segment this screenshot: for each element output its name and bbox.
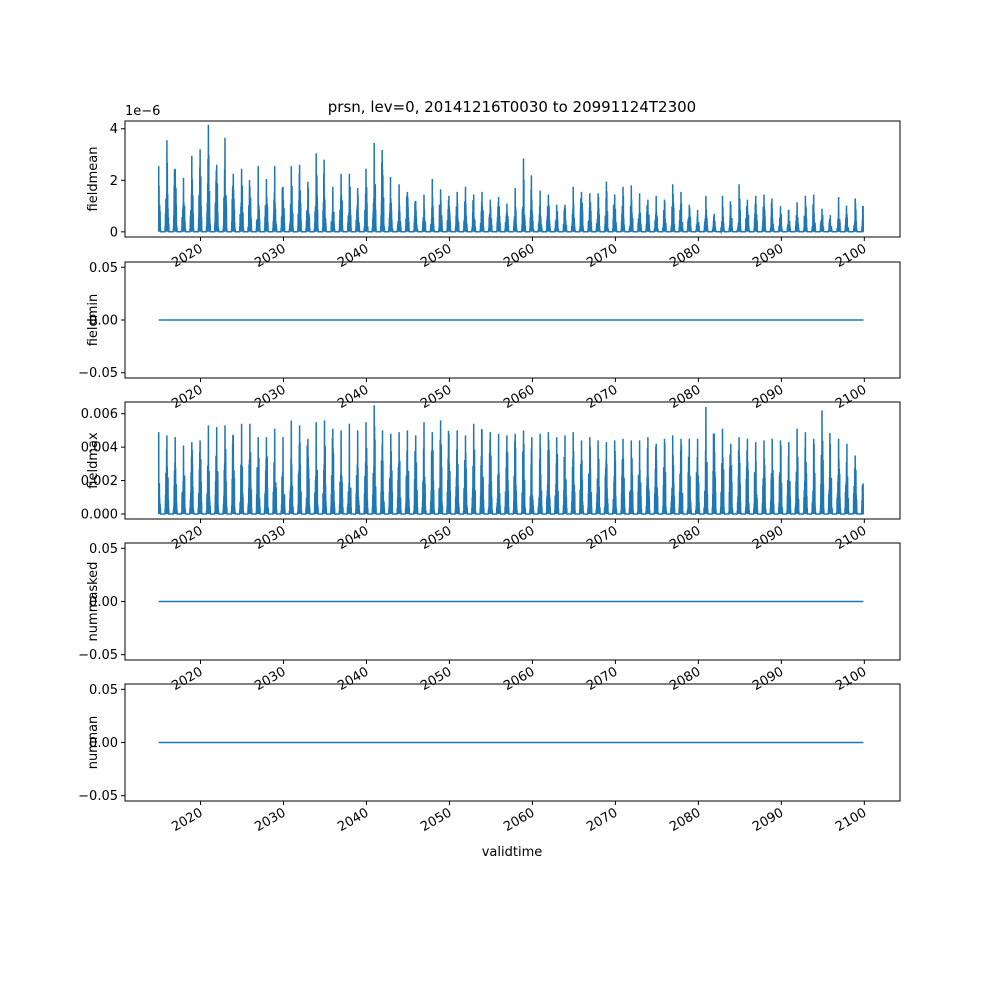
fieldmean-y-tick-label: 2 [110, 174, 118, 189]
fieldmin-x-tick-label: 2090 [750, 382, 786, 412]
fieldmax-x-tick-label: 2100 [833, 523, 869, 553]
fieldmin-x-tick-label: 2050 [418, 382, 454, 412]
fieldmax-y-tick-label: 0.002 [81, 474, 118, 489]
nummasked-x-tick-label: 2040 [335, 664, 371, 694]
nummasked-y-tick-label: −0.05 [78, 648, 118, 663]
fieldmean-offset-label: 1e−6 [125, 104, 160, 119]
fieldmax-axes-frame [124, 401, 901, 520]
fieldmean-line [157, 124, 865, 235]
nummasked-y-axis-label: nummasked [86, 562, 101, 642]
nummasked-x-tick-label: 2070 [584, 664, 620, 694]
fieldmin-x-tick-label: 2040 [335, 382, 371, 412]
nummasked-x-tick-label: 2030 [252, 664, 288, 694]
fieldmax-x-tick-label: 2030 [252, 523, 288, 553]
fieldmean-axes-frame [124, 120, 901, 238]
fieldmax-y-tick-label: 0.006 [81, 407, 118, 422]
fieldmax-y-tick-label: 0.004 [81, 441, 118, 456]
fieldmax-series [157, 405, 865, 515]
numnan-x-tick-label: 2030 [252, 805, 288, 835]
numnan-x-tick-label: 2080 [667, 805, 703, 835]
fieldmean-y-tick-label: 0 [110, 225, 118, 240]
fieldmax-x-tick-label: 2060 [501, 523, 537, 553]
fieldmin-y-tick-label: 0.05 [89, 261, 118, 276]
fieldmax-x-tick-label: 2020 [169, 523, 205, 553]
fieldmin-x-tick-label: 2060 [501, 382, 537, 412]
numnan-x-tick-label: 2070 [584, 805, 620, 835]
fieldmax-x-tick-label: 2090 [750, 523, 786, 553]
fieldmean-x-tick-label: 2030 [252, 241, 288, 271]
fieldmin-x-tick-label: 2020 [169, 382, 205, 412]
nummasked-x-tick-label: 2020 [169, 664, 205, 694]
fieldmax-x-tick-label: 2040 [335, 523, 371, 553]
fieldmean-series [157, 124, 865, 235]
nummasked-y-tick-label: 0.05 [89, 542, 118, 557]
numnan-x-tick-label: 2090 [750, 805, 786, 835]
fieldmin-y-axis-label: fieldmin [86, 294, 101, 347]
fieldmean-y-axis-label: fieldmean [86, 147, 101, 212]
chart-title: prsn, lev=0, 20141216T0030 to 20991124T2… [328, 98, 696, 116]
fieldmean-x-tick-label: 2100 [833, 241, 869, 271]
panels: 0 2 4 1e−6 fieldmean 2020 2030 2040 2050 2060 2070… [78, 104, 901, 835]
fieldmin-x-tick-label: 2030 [252, 382, 288, 412]
panel-nummasked: −0.05 0.00 0.05 nummasked 2020 2030 2040 2050 20… [78, 542, 901, 694]
nummasked-y-tick-label: 0.00 [89, 595, 118, 610]
fieldmean-y-tick-label: 4 [110, 122, 118, 137]
fieldmin-y-tick-label: 0.00 [89, 314, 118, 329]
numnan-x-tick-label: 2050 [418, 805, 454, 835]
fieldmax-x-tick-label: 2050 [418, 523, 454, 553]
fieldmean-x-tick-label: 2070 [584, 241, 620, 271]
fieldmin-y-tick-label: −0.05 [78, 366, 118, 381]
fieldmin-x-tick-label: 2100 [833, 382, 869, 412]
fieldmean-x-tick-label: 2090 [750, 241, 786, 271]
fieldmin-x-tick-label: 2070 [584, 382, 620, 412]
numnan-x-tick-label: 2100 [833, 805, 869, 835]
fieldmax-x-tick-label: 2080 [667, 523, 703, 553]
fieldmax-x-tick-label: 2070 [584, 523, 620, 553]
nummasked-x-tick-label: 2090 [750, 664, 786, 694]
nummasked-x-tick-label: 2100 [833, 664, 869, 694]
fieldmean-x-tick-label: 2020 [169, 241, 205, 271]
nummasked-x-tick-label: 2080 [667, 664, 703, 694]
nummasked-x-tick-label: 2050 [418, 664, 454, 694]
x-axis-label: validtime [482, 845, 543, 860]
fieldmax-y-tick-label: 0.000 [81, 507, 118, 522]
panel-fieldmin: −0.05 0.00 0.05 fieldmin 2020 2030 2040 2050 206… [78, 261, 901, 412]
nummasked-x-tick-label: 2060 [501, 664, 537, 694]
numnan-y-axis-label: numnan [86, 716, 101, 770]
numnan-x-tick-label: 2020 [169, 805, 205, 835]
numnan-x-tick-label: 2060 [501, 805, 537, 835]
numnan-y-tick-label: −0.05 [78, 789, 118, 804]
fieldmax-line [157, 405, 865, 515]
fieldmean-x-tick-label: 2080 [667, 241, 703, 271]
fieldmean-x-tick-label: 2040 [335, 241, 371, 271]
numnan-x-tick-label: 2040 [335, 805, 371, 835]
numnan-y-tick-label: 0.05 [89, 683, 118, 698]
numnan-y-tick-label: 0.00 [89, 736, 118, 751]
panel-fieldmean: 0 2 4 1e−6 fieldmean 2020 2030 2040 2050 2060 2070… [86, 104, 901, 271]
panel-numnan: −0.05 0.00 0.05 numnan 2020 2030 2040 2050 2060 2… [78, 683, 901, 835]
panel-fieldmax: 0.000 0.002 0.004 0.006 fieldmax 2020 2030 2040… [81, 401, 901, 553]
fieldmax-y-axis-label: fieldmax [86, 432, 101, 489]
fieldmin-x-tick-label: 2080 [667, 382, 703, 412]
fieldmean-x-tick-label: 2050 [418, 241, 454, 271]
fieldmean-x-tick-label: 2060 [501, 241, 537, 271]
